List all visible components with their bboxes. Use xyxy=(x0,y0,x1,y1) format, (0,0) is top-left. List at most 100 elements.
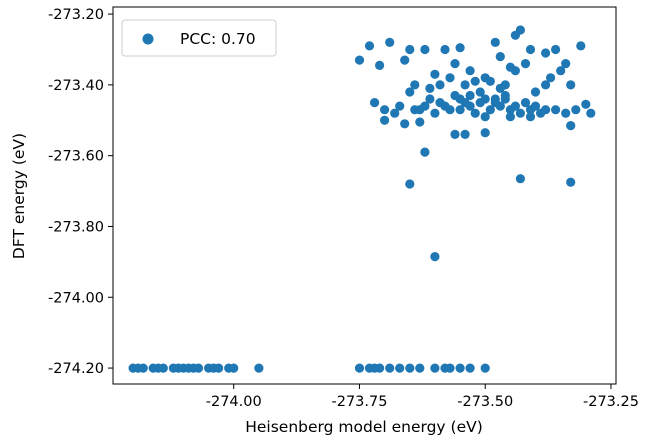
legend-box xyxy=(121,19,277,57)
data-point xyxy=(193,363,204,373)
data-point xyxy=(455,94,465,104)
data-point xyxy=(430,363,440,373)
data-point xyxy=(495,101,505,111)
data-point xyxy=(214,363,224,373)
data-point xyxy=(455,105,465,115)
data-point xyxy=(460,129,470,139)
data-point xyxy=(470,108,480,118)
data-point xyxy=(465,363,475,373)
data-point xyxy=(480,112,490,122)
data-point xyxy=(375,363,385,373)
data-point xyxy=(405,87,415,97)
data-point xyxy=(551,105,561,115)
data-point xyxy=(395,363,405,373)
data-point xyxy=(158,363,168,373)
data-point xyxy=(415,117,425,127)
data-point xyxy=(430,108,440,118)
data-point xyxy=(525,44,536,55)
data-point xyxy=(430,69,440,79)
data-point xyxy=(450,59,460,69)
y-axis-label: DFT energy (eV) xyxy=(10,133,28,259)
data-point xyxy=(420,101,430,111)
y-tick-label: -273.80 xyxy=(48,219,104,235)
data-point xyxy=(561,59,571,69)
data-point xyxy=(420,44,430,55)
data-point xyxy=(541,80,551,90)
data-point xyxy=(380,115,390,125)
data-point xyxy=(425,83,435,93)
points-layer xyxy=(128,25,596,373)
y-tick-label: -273.40 xyxy=(48,78,104,94)
data-point xyxy=(556,66,566,76)
data-point xyxy=(405,179,415,189)
data-point xyxy=(510,101,520,111)
x-tick-label: -273.75 xyxy=(331,394,387,410)
data-point xyxy=(510,66,520,76)
legend-entry-label: PCC: 0.70 xyxy=(180,30,256,48)
data-point xyxy=(505,112,515,122)
data-point xyxy=(405,363,415,373)
data-point xyxy=(525,112,536,122)
data-point xyxy=(520,98,531,108)
x-tick-label: -273.50 xyxy=(457,394,513,410)
y-tick-label: -274.20 xyxy=(48,361,104,377)
legend: PCC: 0.70 xyxy=(121,19,277,57)
data-point xyxy=(440,44,450,55)
legend-marker xyxy=(142,33,154,45)
x-tick-label: -273.25 xyxy=(583,394,639,410)
data-point xyxy=(566,121,576,131)
data-point xyxy=(385,363,395,373)
plot-area-frame xyxy=(112,6,617,385)
data-point xyxy=(405,44,415,55)
data-point xyxy=(400,119,410,129)
data-point xyxy=(465,101,475,111)
data-point xyxy=(254,363,264,373)
data-point xyxy=(380,105,390,115)
data-point xyxy=(541,48,551,58)
data-point xyxy=(551,44,561,55)
data-point xyxy=(566,177,576,187)
data-point xyxy=(561,108,571,118)
data-point xyxy=(354,55,365,65)
y-tick-label: -273.60 xyxy=(48,149,104,165)
data-point xyxy=(480,128,490,138)
data-point xyxy=(475,87,485,97)
data-point xyxy=(515,25,526,35)
data-point xyxy=(485,76,495,86)
data-point xyxy=(515,108,526,118)
data-point xyxy=(576,41,586,51)
data-point xyxy=(354,363,365,373)
data-point xyxy=(581,99,591,109)
data-point xyxy=(500,80,510,90)
data-point xyxy=(490,37,500,48)
data-point xyxy=(445,105,455,115)
data-point xyxy=(375,60,385,70)
data-point xyxy=(495,52,505,62)
data-point xyxy=(470,76,480,86)
data-point xyxy=(465,66,475,76)
data-point xyxy=(586,108,596,118)
data-point xyxy=(229,363,239,373)
data-point xyxy=(541,105,551,115)
data-point xyxy=(480,94,490,104)
data-point xyxy=(500,90,510,101)
data-point xyxy=(400,55,410,65)
data-point xyxy=(430,252,440,262)
data-point xyxy=(385,37,395,48)
data-point xyxy=(515,174,526,184)
data-point xyxy=(390,108,400,118)
data-point xyxy=(445,73,455,83)
data-point xyxy=(138,363,148,373)
data-point xyxy=(420,147,430,157)
data-point xyxy=(465,90,475,101)
data-point xyxy=(455,363,465,373)
data-point xyxy=(530,87,541,97)
data-point xyxy=(490,94,500,104)
data-point xyxy=(425,94,435,104)
data-point xyxy=(415,363,425,373)
data-point xyxy=(480,363,490,373)
data-point xyxy=(546,73,556,83)
x-axis-ticks: -274.00 -273.75 -273.50 -273.25 xyxy=(206,384,639,410)
y-tick-label: -274.00 xyxy=(48,290,104,306)
